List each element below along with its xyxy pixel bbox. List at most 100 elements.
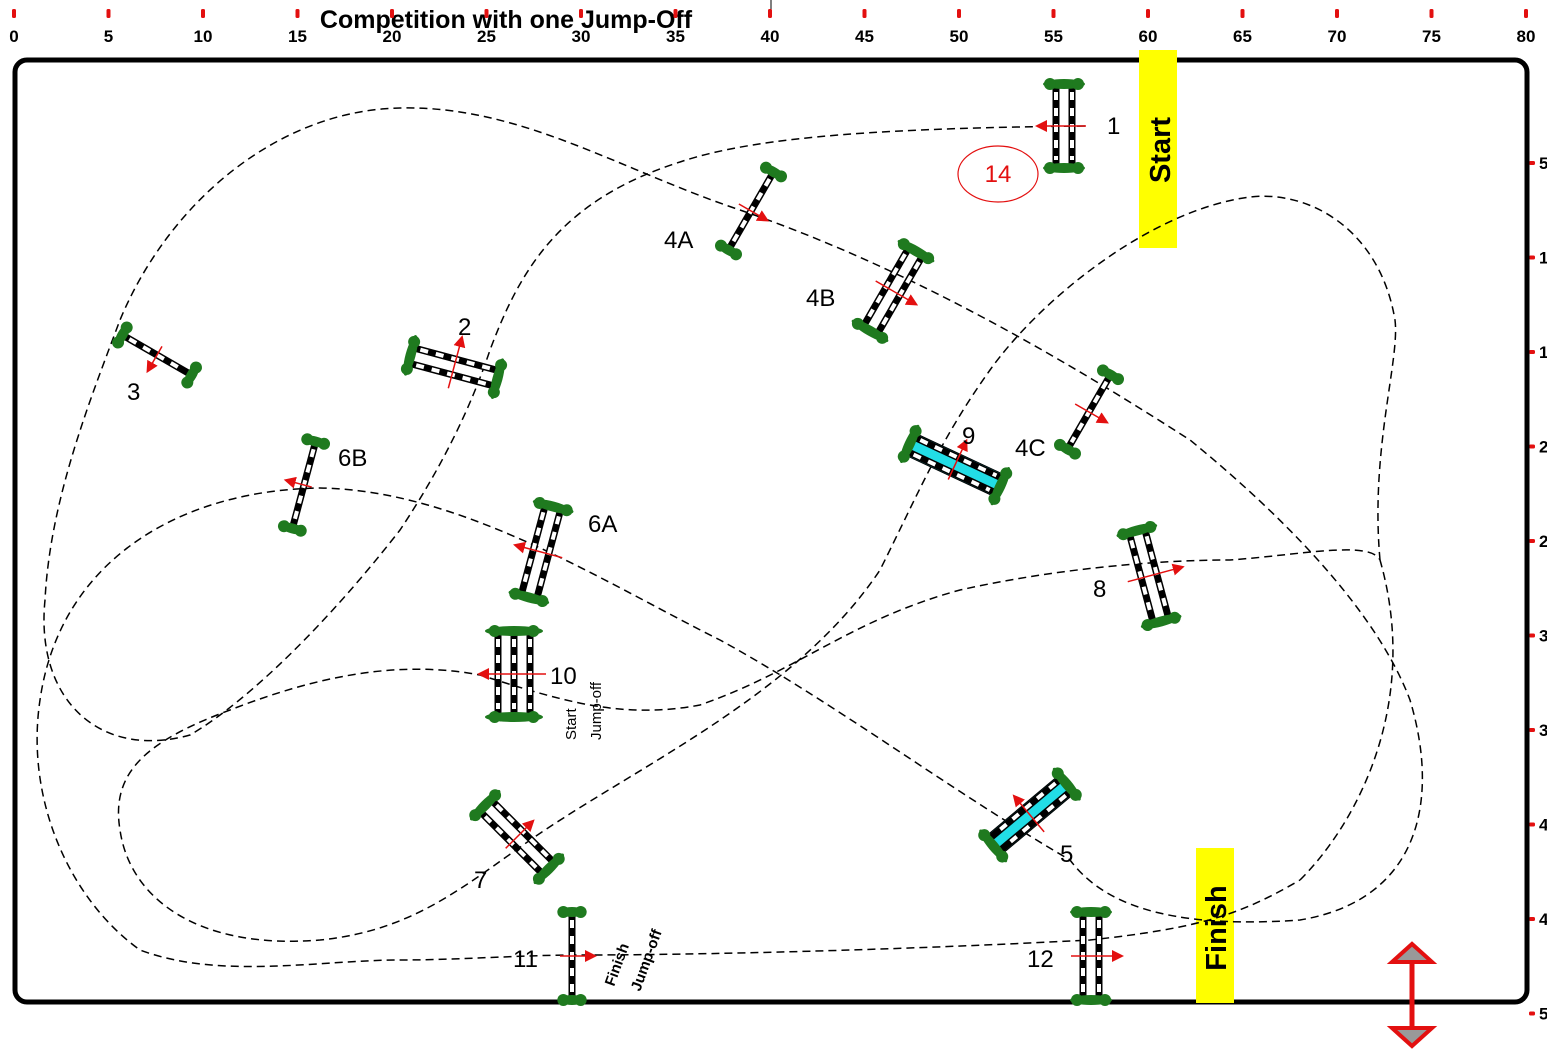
double-arrow-icon [1386, 941, 1438, 1049]
svg-text:50: 50 [950, 27, 969, 46]
obstacle-10-label: 10 [550, 663, 577, 690]
x-tick: 0 [9, 9, 19, 46]
x-tick: 70 [1328, 9, 1347, 46]
obstacle-4a-label: 4A [664, 227, 693, 254]
y-tick: 1 [1529, 343, 1547, 362]
y-tick: 4 [1529, 816, 1547, 835]
svg-text:10: 10 [194, 27, 213, 46]
marker-14: 14 [957, 145, 1039, 203]
svg-text:Finish: Finish [602, 941, 633, 988]
y-tick: 1 [1529, 249, 1547, 268]
svg-text:60: 60 [1139, 27, 1158, 46]
obstacle-8-label: 8 [1093, 576, 1106, 603]
x-tick: 35 [666, 9, 685, 46]
x-tick: 5 [104, 9, 113, 46]
svg-text:Jump-off: Jump-off [588, 681, 605, 740]
y-tick: 4 [1529, 910, 1547, 929]
x-tick: 10 [194, 9, 213, 46]
svg-text:35: 35 [666, 27, 685, 46]
svg-text:1: 1 [1539, 249, 1547, 268]
svg-text:75: 75 [1422, 27, 1441, 46]
x-tick: 65 [1233, 9, 1252, 46]
y-tick: 2 [1529, 438, 1547, 457]
svg-text:20: 20 [383, 27, 402, 46]
x-tick: 20 [383, 9, 402, 46]
course-route [36, 107, 1424, 968]
obstacle-1-label: 1 [1107, 113, 1120, 140]
obstacle-4c-label: 4C [1015, 435, 1046, 462]
obstacle-12 [1070, 906, 1124, 1006]
y-tick: 5 [1529, 154, 1547, 173]
obstacle-6b-label: 6B [338, 445, 367, 472]
obstacle-12-label: 12 [1027, 946, 1054, 973]
svg-text:65: 65 [1233, 27, 1252, 46]
obstacle-2 [400, 335, 508, 399]
svg-text:2: 2 [1539, 532, 1547, 551]
x-tick: 80 [1517, 9, 1536, 46]
start-line: Start [1139, 50, 1177, 248]
svg-text:80: 80 [1517, 27, 1536, 46]
obstacle-4a [714, 161, 788, 261]
svg-text:4: 4 [1539, 910, 1547, 929]
obstacle-5-label: 5 [1060, 841, 1073, 868]
obstacle-10 [477, 625, 546, 723]
obstacle-7 [469, 789, 565, 885]
obstacle-6a-label: 6A [588, 511, 617, 538]
svg-text:14: 14 [985, 161, 1012, 188]
svg-text:30: 30 [572, 27, 591, 46]
start-label: Start [1145, 117, 1177, 183]
svg-text:Jump-off: Jump-off [628, 926, 666, 993]
obstacle-1 [1035, 78, 1086, 174]
obstacle-7-label: 7 [474, 867, 487, 894]
obstacle-5 [978, 767, 1082, 863]
obstacle-3-label: 3 [127, 379, 140, 406]
x-tick: 60 [1139, 9, 1158, 46]
obstacle-6a [508, 496, 574, 608]
x-tick: 55 [1044, 9, 1063, 46]
obstacle-9 [897, 424, 1013, 506]
y-tick: 3 [1529, 627, 1547, 646]
svg-text:5: 5 [1539, 154, 1547, 173]
svg-text:3: 3 [1539, 721, 1547, 740]
y-tick: 3 [1529, 721, 1547, 740]
obstacle-4b [851, 238, 935, 344]
obstacle-11 [557, 906, 597, 1006]
obstacle-6b [277, 433, 331, 537]
svg-text:55: 55 [1044, 27, 1063, 46]
y-axis-ruler: 5 1 1 2 2 3 3 4 4 5 [1529, 154, 1547, 1024]
obstacle-4b-label: 4B [806, 285, 835, 312]
obstacle-4c [1053, 364, 1125, 460]
svg-text:25: 25 [477, 27, 496, 46]
chart-title: Competition with one Jump-Off [320, 6, 693, 34]
x-tick: 30 [572, 9, 591, 46]
svg-text:3: 3 [1539, 627, 1547, 646]
finish-label: Finish [1201, 885, 1233, 970]
svg-text:0: 0 [9, 27, 18, 46]
obstacle-3 [112, 321, 202, 389]
obstacle-2-label: 2 [458, 314, 471, 341]
finish-line: Finish [1196, 848, 1234, 1003]
x-tick: 25 [477, 9, 496, 46]
jumpoff-finish-label: Finish Jump-off [602, 926, 666, 993]
svg-text:4: 4 [1539, 816, 1547, 835]
obstacle-9-label: 9 [962, 423, 975, 450]
x-tick: 15 [288, 9, 307, 46]
svg-text:70: 70 [1328, 27, 1347, 46]
obstacles-layer [112, 78, 1185, 1006]
obstacle-8 [1116, 520, 1185, 632]
jumpoff-start-label: Start Jump-off [563, 681, 605, 740]
y-tick: 5 [1529, 1005, 1547, 1024]
svg-text:1: 1 [1539, 343, 1547, 362]
svg-text:45: 45 [855, 27, 874, 46]
svg-text:15: 15 [288, 27, 307, 46]
svg-text:5: 5 [104, 27, 113, 46]
svg-text:2: 2 [1539, 438, 1547, 457]
x-axis-ruler: 0 5 10 15 20 25 30 35 40 45 50 55 60 65 70 75 80 [9, 9, 1535, 46]
x-tick: 75 [1422, 9, 1441, 46]
svg-text:40: 40 [761, 27, 780, 46]
x-tick: 40 [761, 9, 780, 46]
svg-text:Start: Start [563, 707, 580, 740]
arena-border [12, 57, 1530, 1005]
obstacle-11-label: 11 [513, 946, 538, 973]
